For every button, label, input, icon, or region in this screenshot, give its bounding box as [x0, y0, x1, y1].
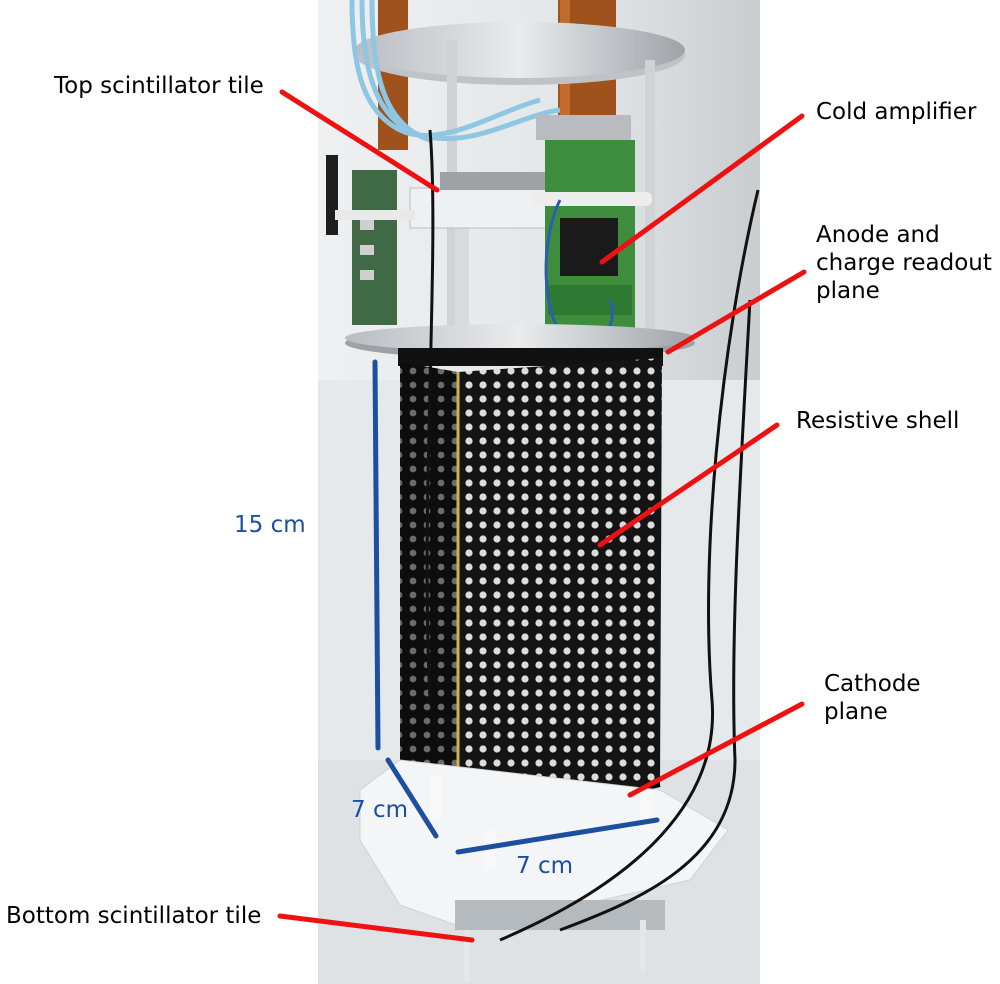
- label-top-scintillator-tile: Top scintillator tile: [54, 73, 264, 99]
- label-depth-dimension: 7 cm: [351, 797, 408, 823]
- pointer-resistive-shell: [597, 422, 780, 548]
- label-cathode-plane: Cathode plane: [824, 671, 921, 725]
- label-height-dimension: 15 cm: [234, 512, 306, 538]
- pointer-anode: [665, 269, 807, 355]
- depth-dimension-line: [385, 757, 439, 839]
- resistive-shell: [398, 358, 662, 832]
- pointer-bottom-tile: [277, 913, 475, 943]
- label-resistive-shell: Resistive shell: [796, 408, 960, 434]
- dimension-lines: [372, 359, 660, 855]
- label-anode-plane: Anode and charge readout plane: [816, 222, 992, 304]
- label-cold-amplifier: Cold amplifier: [816, 99, 977, 125]
- height-dimension-line: [372, 359, 381, 751]
- pointer-top-tile: [279, 89, 440, 193]
- width-dimension-line: [455, 817, 660, 855]
- pointer-lines: [277, 89, 807, 943]
- label-width-dimension: 7 cm: [516, 853, 573, 879]
- base-plate: [359, 759, 729, 982]
- label-bottom-scintillator-tile: Bottom scintillator tile: [6, 903, 262, 929]
- side-board: [326, 155, 415, 325]
- pointer-cold-amplifier: [599, 113, 805, 265]
- pointer-cathode: [627, 701, 805, 798]
- air-tubing: [349, 0, 561, 143]
- cold-amplifier-board: [532, 115, 652, 350]
